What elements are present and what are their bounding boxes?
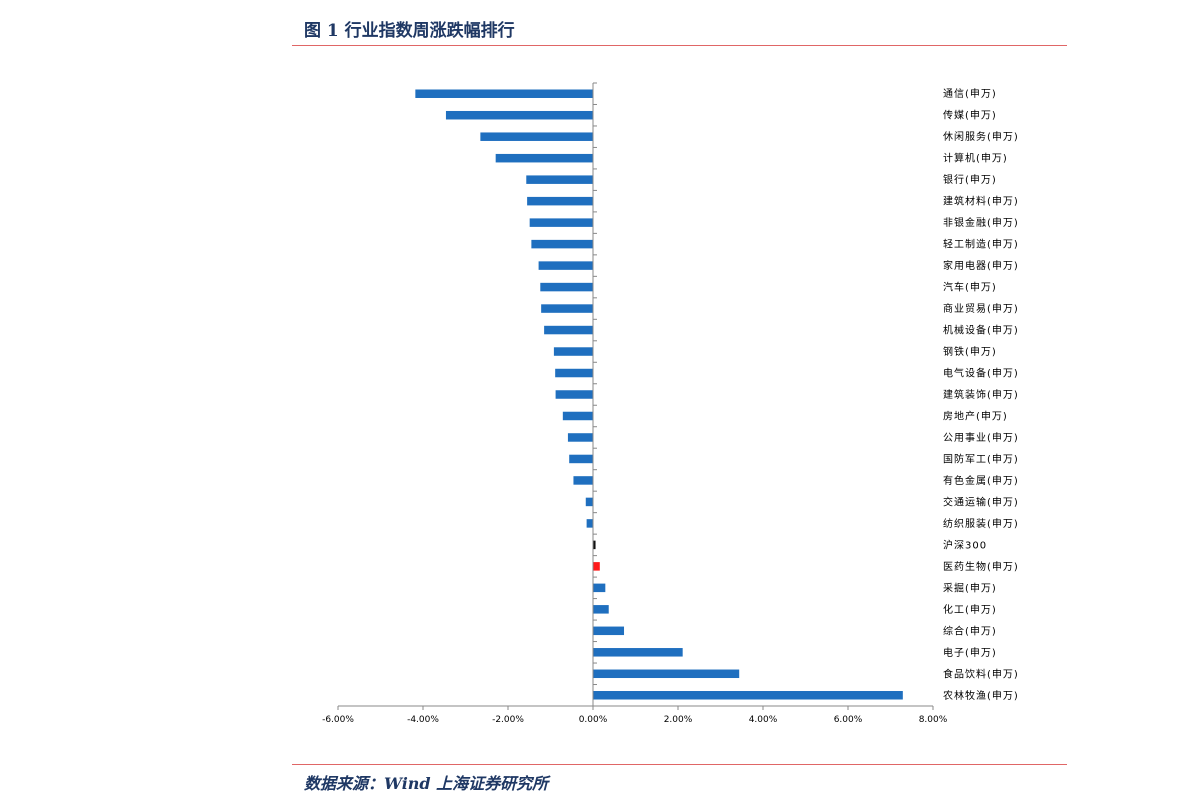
category-label: 房地产(申万) — [943, 409, 1008, 422]
category-label: 休闲服务(申万) — [943, 130, 1019, 143]
category-label: 计算机(申万) — [943, 152, 1008, 165]
bar — [567, 433, 593, 442]
category-label: 建筑材料(申万) — [943, 195, 1019, 208]
category-label: 商业贸易(申万) — [943, 302, 1019, 315]
bar — [585, 497, 593, 507]
x-tick-label: 4.00% — [749, 715, 778, 725]
x-tick-label: -2.00% — [492, 715, 524, 725]
category-label: 通信(申万) — [943, 87, 997, 100]
bar — [480, 132, 593, 141]
bar — [593, 540, 596, 550]
x-tick-label: 8.00% — [919, 715, 948, 725]
x-tick-label: -4.00% — [407, 715, 439, 725]
category-label: 纺织服装(申万) — [943, 517, 1019, 530]
labels-layer: 通信(申万) 传媒(申万) 休闲服务(申万) 计算机(申万) 银行(申万) 建筑材料(申万… — [943, 87, 1019, 702]
category-label: 国防军工(申万) — [943, 452, 1019, 465]
bar — [544, 325, 593, 335]
bar — [538, 261, 593, 270]
axes-layer: -6.00% -4.00% -2.00% 0.00% 2.00% 4.00% 6.00% 8.… — [322, 82, 948, 725]
bar — [555, 390, 593, 399]
category-label: 传媒(申万) — [943, 109, 997, 122]
bar — [593, 648, 683, 657]
bar — [555, 368, 593, 378]
bar — [540, 282, 593, 292]
category-label: 机械设备(申万) — [943, 324, 1019, 337]
bar — [531, 239, 593, 249]
category-label: 汽车(申万) — [943, 281, 997, 294]
category-label: 农林牧渔(申万) — [943, 689, 1019, 702]
category-label: 有色金属(申万) — [943, 474, 1019, 487]
x-tick-label: 6.00% — [834, 715, 863, 725]
bar — [562, 411, 593, 421]
category-label: 电子(申万) — [943, 646, 997, 659]
category-label: 银行(申万) — [943, 173, 997, 186]
bar — [593, 626, 625, 636]
source-divider — [292, 764, 1067, 765]
bar — [593, 583, 606, 593]
bar — [593, 562, 600, 571]
category-label: 钢铁(申万) — [943, 345, 997, 358]
bar — [593, 691, 903, 700]
bar — [586, 519, 593, 528]
x-tick-label: 2.00% — [664, 715, 693, 725]
category-label: 采掘(申万) — [943, 581, 997, 594]
category-label: 沪深300 — [943, 538, 987, 551]
bars-layer — [415, 89, 903, 700]
bar — [569, 454, 593, 464]
bar — [529, 218, 593, 227]
figure-title: 图 1 行业指数周涨跌幅排行 — [304, 21, 515, 41]
x-tick-label: 0.00% — [579, 715, 608, 725]
source-note: 数据来源：Wind 上海证券研究所 — [304, 774, 549, 793]
bar — [541, 304, 593, 313]
category-label: 轻工制造(申万) — [943, 238, 1019, 251]
bar — [553, 347, 593, 356]
bar — [573, 476, 593, 485]
bar — [593, 605, 609, 614]
category-label: 交通运输(申万) — [943, 495, 1019, 508]
bar — [495, 153, 593, 163]
category-label: 建筑装饰(申万) — [943, 388, 1019, 401]
category-label: 非银金融(申万) — [943, 216, 1019, 229]
category-label: 食品饮料(申万) — [943, 667, 1019, 680]
title-divider — [292, 45, 1067, 46]
bar — [527, 196, 593, 206]
x-tick-label: -6.00% — [322, 715, 354, 725]
category-label: 电气设备(申万) — [943, 367, 1019, 380]
category-label: 家用电器(申万) — [943, 259, 1019, 272]
bar — [593, 669, 740, 679]
category-label: 化工(申万) — [943, 603, 997, 616]
bar — [526, 175, 593, 184]
category-label: 综合(申万) — [943, 624, 997, 637]
category-label: 公用事业(申万) — [943, 431, 1019, 444]
category-label: 医药生物(申万) — [943, 560, 1019, 573]
bar — [445, 110, 593, 120]
bar — [415, 89, 593, 98]
